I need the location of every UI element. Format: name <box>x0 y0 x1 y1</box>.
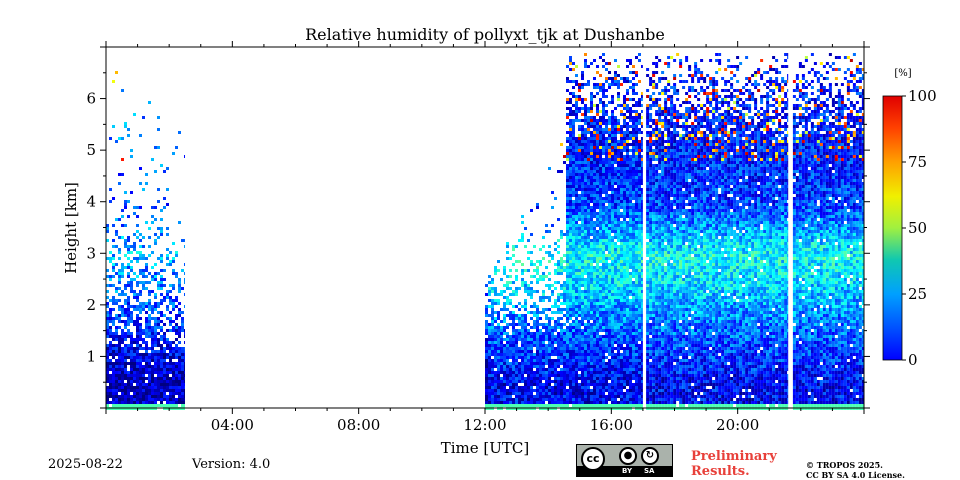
share-alike-icon: ↻ <box>641 447 659 465</box>
badge-strip <box>577 466 672 476</box>
x-tick-label: 16:00 <box>590 416 633 434</box>
date-label: 2025-08-22 <box>48 457 123 472</box>
colorbar-tick-label: 100 <box>908 87 937 105</box>
x-tick-label: 20:00 <box>716 416 759 434</box>
copyright-line-1: © TROPOS 2025. <box>806 460 883 470</box>
colorbar <box>882 95 903 361</box>
x-axis-label: Time [UTC] <box>441 439 530 457</box>
copyright-line-2: CC BY SA 4.0 License. <box>806 470 905 480</box>
colorbar-tick-label: 25 <box>908 285 927 303</box>
y-tick-label: 4 <box>86 193 96 211</box>
by-label: BY <box>622 467 633 475</box>
y-tick-label: 3 <box>86 244 96 262</box>
sa-label: SA <box>644 467 655 475</box>
y-tick-label: 1 <box>86 347 96 365</box>
colorbar-tick-label: 75 <box>908 153 927 171</box>
x-tick-label: 12:00 <box>463 416 506 434</box>
y-axis-label: Height [km] <box>62 182 80 274</box>
y-axis: 1 2 3 4 5 6 <box>86 46 870 409</box>
y-tick-label: 5 <box>86 141 96 159</box>
cc-license-badge[interactable]: cc ● ↻ BY SA <box>576 444 673 477</box>
heatmap-plot <box>106 53 864 410</box>
version-label: Version: 4.0 <box>192 457 271 472</box>
colorbar-tick-label: 0 <box>908 351 918 369</box>
preliminary-results-note: Preliminary Results. <box>691 449 777 479</box>
colorbar-unit: [%] <box>894 68 911 79</box>
colorbar-tick-label: 50 <box>908 219 927 237</box>
x-axis: 04:00 08:00 12:00 16:00 20:00 <box>105 41 865 434</box>
y-tick-label: 2 <box>86 296 96 314</box>
by-person-icon: ● <box>619 447 637 465</box>
colorbar-axis: 0 25 50 75 100 <box>902 87 937 369</box>
x-tick-label: 04:00 <box>211 416 254 434</box>
y-tick-label: 6 <box>86 90 96 108</box>
copyright-note: © TROPOS 2025. CC BY SA 4.0 License. <box>806 460 946 480</box>
chart-title: Relative humidity of pollyxt_tjk at Dush… <box>305 25 665 44</box>
cc-icon: cc <box>581 447 605 471</box>
x-tick-label: 08:00 <box>337 416 380 434</box>
